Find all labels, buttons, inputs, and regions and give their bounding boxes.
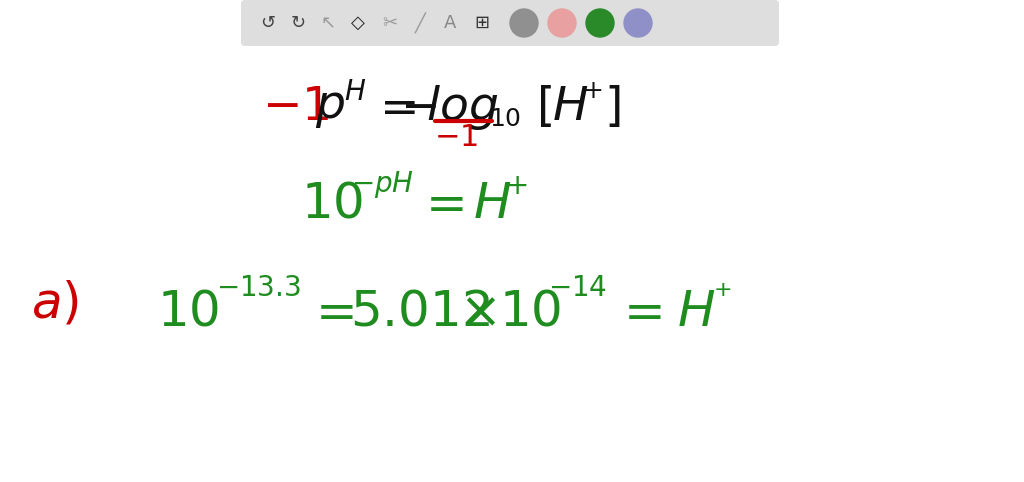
Text: $-1$: $-1$ [262, 84, 330, 130]
Text: $+$: $+$ [505, 172, 527, 200]
Text: $\times$: $\times$ [460, 288, 497, 336]
Text: ✂: ✂ [382, 14, 397, 32]
Text: $+$: $+$ [713, 280, 731, 300]
FancyBboxPatch shape [241, 0, 779, 46]
Text: ↖: ↖ [321, 14, 336, 32]
Text: $-1$: $-1$ [434, 122, 478, 151]
Text: $10$: $10$ [301, 180, 364, 228]
Text: $log$: $log$ [426, 82, 498, 132]
Text: $=$: $=$ [370, 84, 416, 130]
Text: $p$: $p$ [315, 84, 345, 130]
Text: $=$: $=$ [613, 288, 663, 336]
Text: $10$: $10$ [488, 107, 521, 131]
Text: $a)$: $a)$ [31, 280, 79, 328]
Text: ↻: ↻ [291, 14, 305, 32]
Circle shape [548, 9, 575, 37]
Text: $]$: $]$ [604, 84, 621, 130]
Text: $=$: $=$ [306, 288, 354, 336]
Text: ◇: ◇ [351, 14, 365, 32]
Text: ↺: ↺ [260, 14, 275, 32]
Text: ╱: ╱ [415, 13, 425, 34]
Text: $-pH$: $-pH$ [350, 169, 414, 200]
Text: $=$: $=$ [416, 180, 464, 228]
Text: $5.012$: $5.012$ [350, 288, 490, 336]
Text: A: A [443, 14, 456, 32]
Text: $H$: $H$ [677, 288, 715, 336]
Text: $+$: $+$ [582, 79, 602, 103]
Circle shape [624, 9, 652, 37]
Text: ⊞: ⊞ [474, 14, 489, 32]
Text: $10$: $10$ [157, 288, 219, 336]
Text: $H$: $H$ [552, 84, 588, 130]
Text: $-13.3$: $-13.3$ [216, 274, 300, 302]
Text: $H$: $H$ [344, 78, 366, 106]
Text: $-$: $-$ [399, 84, 436, 130]
Circle shape [510, 9, 538, 37]
Text: $[$: $[$ [537, 84, 552, 130]
Text: $-14$: $-14$ [549, 274, 607, 302]
Text: $H$: $H$ [473, 180, 511, 228]
Text: $10$: $10$ [499, 288, 561, 336]
Circle shape [586, 9, 614, 37]
